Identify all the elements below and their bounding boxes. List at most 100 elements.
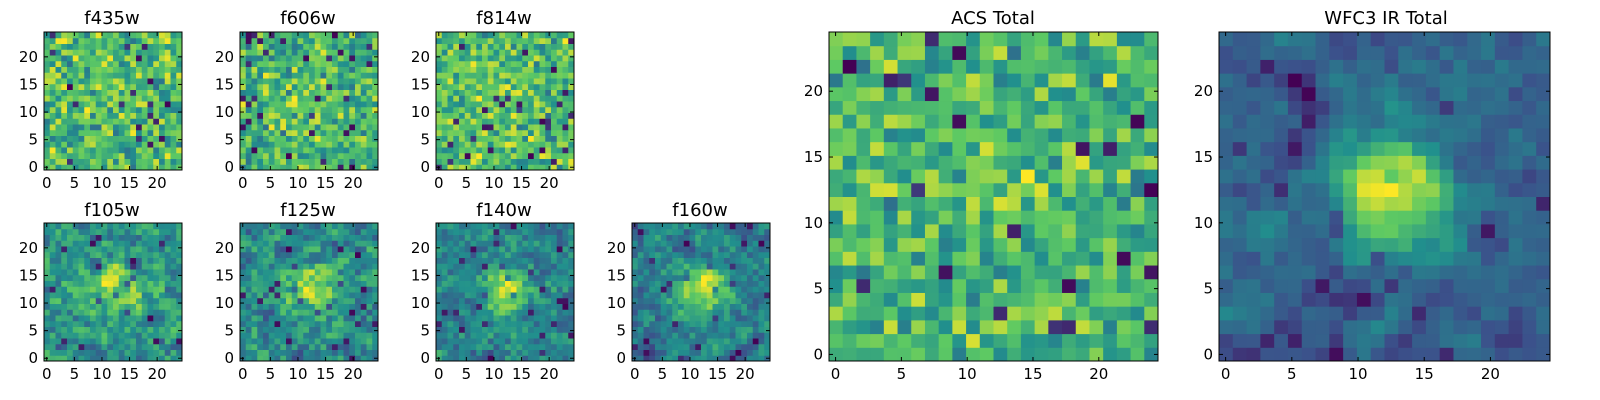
heatmap-cell — [314, 309, 321, 316]
heatmap-cell — [436, 303, 443, 310]
heatmap-cell — [251, 106, 258, 113]
heatmap-cell — [556, 60, 563, 67]
heatmap-cell — [1020, 319, 1036, 335]
heatmap-cell — [758, 303, 765, 310]
heatmap-cell — [101, 355, 108, 362]
heatmap-cell — [476, 43, 483, 50]
heatmap-cell — [1116, 45, 1132, 60]
heatmap-cell — [701, 274, 708, 281]
heatmap-cell — [55, 164, 62, 171]
heatmap-cell — [447, 315, 454, 322]
heatmap-cell — [505, 349, 512, 356]
heatmap-cell — [349, 292, 356, 299]
heatmap-cell — [476, 332, 483, 339]
heatmap-cell — [136, 338, 143, 345]
heatmap-cell — [441, 158, 448, 165]
heatmap-cell — [343, 129, 350, 136]
heatmap-cell — [326, 43, 333, 50]
heatmap-cell — [95, 43, 102, 50]
heatmap-cell — [493, 112, 500, 119]
heatmap-cell — [464, 338, 471, 345]
heatmap-cell — [136, 101, 143, 108]
heatmap-cell — [280, 251, 287, 258]
heatmap-cell — [741, 349, 748, 356]
heatmap-cell — [343, 332, 350, 339]
heatmap-cell — [90, 349, 97, 356]
heatmap-cell — [758, 349, 765, 356]
heatmap-cell — [170, 274, 177, 281]
heatmap-cell — [84, 78, 91, 85]
heatmap-cell — [453, 246, 460, 253]
heatmap-cell — [637, 269, 644, 276]
heatmap-cell — [72, 257, 79, 264]
heatmap-cell — [979, 86, 994, 102]
heatmap-cell — [286, 112, 293, 119]
heatmap-cell — [291, 158, 298, 165]
heatmap-cell — [447, 141, 454, 148]
heatmap-cell — [90, 343, 97, 350]
heatmap-cell — [286, 158, 293, 165]
heatmap-cell — [337, 251, 344, 258]
heatmap-cell — [476, 292, 483, 299]
heatmap-cell — [159, 223, 166, 230]
heatmap-cell — [257, 89, 264, 96]
heatmap-cell — [101, 129, 108, 136]
heatmap-cell — [1116, 196, 1132, 211]
heatmap-cell — [752, 355, 759, 362]
heatmap-cell — [459, 320, 466, 327]
heatmap-cell — [678, 234, 685, 241]
heatmap-cell — [1075, 45, 1090, 60]
heatmap-cell — [706, 292, 713, 299]
heatmap-cell — [441, 246, 448, 253]
heatmap-cell — [332, 326, 339, 333]
heatmap-cell — [332, 124, 339, 131]
heatmap-cell — [1116, 210, 1132, 225]
heatmap-cell — [320, 355, 327, 362]
heatmap-cell — [72, 101, 79, 108]
heatmap-cell — [366, 343, 373, 350]
heatmap-cell — [118, 246, 125, 253]
heatmap-cell — [1007, 86, 1022, 102]
heatmap-cell — [758, 309, 765, 316]
heatmap-cell — [870, 251, 885, 266]
heatmap-cell — [176, 263, 183, 270]
heatmap-cell — [291, 343, 298, 350]
heatmap-cell — [883, 32, 899, 47]
heatmap-cell — [303, 118, 310, 125]
heatmap-cell — [101, 49, 108, 56]
heatmap-cell — [130, 129, 137, 136]
heatmap-cell — [649, 223, 656, 230]
heatmap-cell — [510, 355, 517, 362]
y-tick-label: 10 — [411, 103, 430, 121]
heatmap-cell — [695, 355, 702, 362]
heatmap-cell — [170, 89, 177, 96]
heatmap-cell — [1287, 292, 1303, 307]
heatmap-cell — [268, 72, 275, 79]
heatmap-cell — [303, 280, 310, 287]
heatmap-cell — [130, 251, 137, 258]
heatmap-cell — [556, 66, 563, 73]
heatmap-cell — [55, 106, 62, 113]
heatmap-cell — [464, 32, 471, 39]
heatmap-cell — [326, 55, 333, 62]
y-tick-label: 0 — [616, 349, 626, 367]
heatmap-cell — [164, 129, 171, 136]
heatmap-cell — [1089, 237, 1104, 252]
heatmap-cell — [1048, 292, 1063, 307]
heatmap-cell — [441, 315, 448, 322]
heatmap-cell — [718, 315, 725, 322]
heatmap-cell — [349, 338, 356, 345]
heatmap-cell — [568, 223, 575, 230]
heatmap-cell — [482, 343, 489, 350]
heatmap-cell — [314, 280, 321, 287]
heatmap-cell — [539, 338, 546, 345]
heatmap-cell — [764, 320, 771, 327]
heatmap-cell — [993, 100, 1008, 115]
heatmap-cell — [309, 43, 316, 50]
heatmap-cell — [1075, 196, 1090, 211]
heatmap-cell — [372, 320, 379, 327]
heatmap-cell — [349, 257, 356, 264]
heatmap-cell — [522, 274, 529, 281]
heatmap-cell — [979, 333, 994, 348]
